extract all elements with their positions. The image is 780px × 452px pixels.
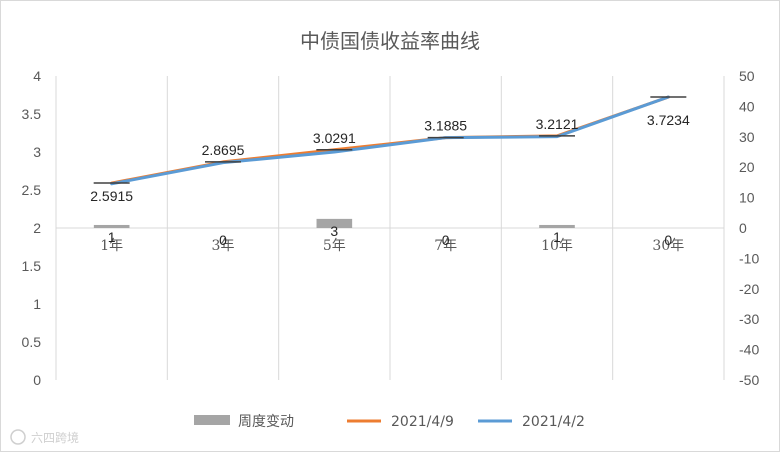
line-data-label: 2.5915 [90, 188, 133, 204]
y-left-tick-label: 1 [33, 296, 41, 312]
y-left-tick-label: 0.5 [22, 334, 42, 350]
line-data-label: 2.8695 [202, 142, 245, 158]
bar [539, 224, 575, 228]
bar-data-label: 1 [108, 229, 116, 245]
y-right-tick-label: -30 [739, 311, 759, 327]
axes: 00.511.522.533.54-50-40-30-20-1001020304… [22, 68, 760, 388]
x-tick-label: 1年 [100, 238, 123, 254]
x-tick-label: 10年 [541, 238, 573, 254]
y-left-tick-label: 2 [33, 220, 41, 236]
legend: 周度变动 2021/4/9 2021/4/2 [194, 414, 585, 430]
y-left-tick-label: 1.5 [22, 258, 42, 274]
data-labels: 2.5915 2.8695 3.0291 3.1885 3.2121 3.7234 1 0 3 0… [90, 112, 690, 248]
y-left-tick-label: 0 [33, 372, 41, 388]
line-data-label: 3.7234 [647, 112, 690, 128]
y-right-tick-label: -10 [739, 250, 759, 266]
y-left-tick-label: 2.5 [22, 182, 42, 198]
legend-label: 2021/4/9 [391, 414, 454, 430]
legend-label: 周度变动 [238, 414, 294, 430]
bar [93, 224, 130, 228]
x-tick-label: 7年 [434, 238, 457, 254]
bar-data-label: 0 [442, 232, 450, 248]
y-left-tick-label: 4 [33, 68, 41, 84]
line-data-label: 3.0291 [313, 130, 356, 146]
chart-title: 中债国债收益率曲线 [300, 29, 480, 53]
y-left-tick-label: 3.5 [22, 106, 42, 122]
y-right-tick-label: 10 [739, 190, 755, 206]
x-tick-label: 3年 [212, 238, 235, 254]
bar-series [93, 218, 575, 228]
line-data-label: 3.2121 [536, 116, 579, 132]
y-right-tick-label: 50 [739, 68, 755, 84]
y-right-tick-label: -20 [739, 281, 759, 297]
y-right-tick-label: -40 [739, 342, 759, 358]
y-right-tick-label: -50 [739, 372, 759, 388]
x-tick-label: 5年 [323, 238, 346, 254]
line-data-label: 3.1885 [424, 118, 467, 134]
y-right-tick-label: 20 [739, 159, 755, 175]
watermark: 六四跨境 [10, 429, 79, 445]
legend-swatch [194, 415, 230, 425]
bar-data-label: 1 [553, 229, 561, 245]
y-left-tick-label: 3 [33, 144, 41, 160]
line-series [93, 95, 687, 186]
y-right-tick-label: 0 [739, 220, 747, 236]
bar-data-label: 3 [330, 223, 338, 239]
bar [316, 218, 353, 228]
x-tick-label: 30年 [652, 238, 684, 254]
bar-data-label: 0 [219, 232, 227, 248]
watermark-logo-icon [10, 429, 26, 445]
series-line [110, 95, 670, 186]
legend-label: 2021/4/2 [522, 414, 585, 430]
bar-data-label: 0 [664, 232, 672, 248]
watermark-text: 六四跨境 [31, 430, 79, 445]
y-right-tick-label: 30 [739, 129, 755, 145]
y-right-tick-label: 40 [739, 98, 755, 114]
